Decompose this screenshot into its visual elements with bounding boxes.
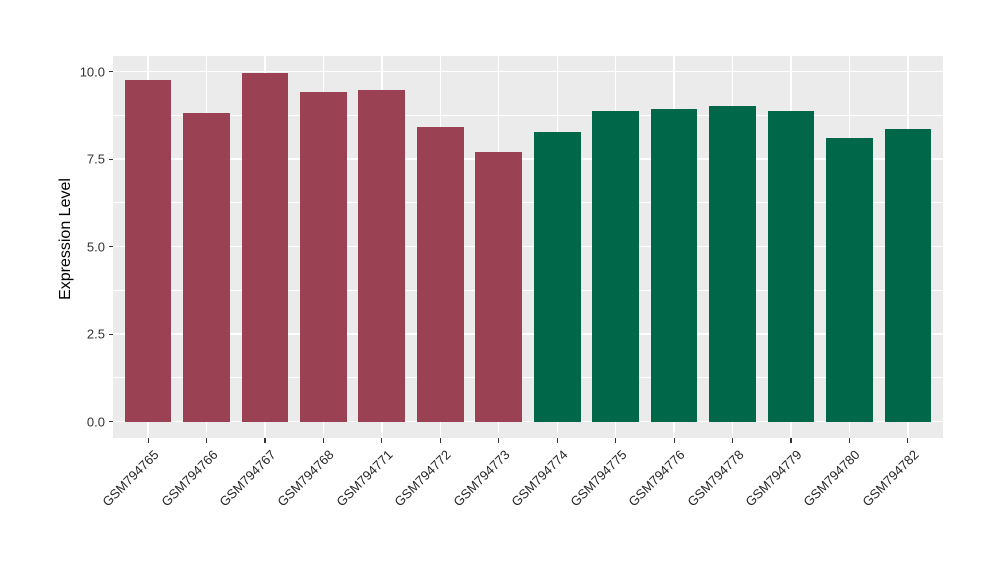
x-tick-mark xyxy=(205,438,208,443)
x-tick-label: GSM794766 xyxy=(157,447,221,510)
x-tick-label: GSM794773 xyxy=(450,447,513,510)
x-tick-mark xyxy=(264,438,266,443)
x-tick-mark xyxy=(907,438,909,443)
y-tick-mark xyxy=(108,71,113,73)
x-tick-label: GSM794778 xyxy=(683,447,747,510)
y-tick-label: 7.5 xyxy=(86,151,105,167)
bar-GSM794771 xyxy=(358,90,406,422)
minor-gridline xyxy=(113,377,943,379)
major-gridline xyxy=(113,420,943,423)
x-tick-label: GSM794775 xyxy=(567,447,630,510)
minor-gridline xyxy=(113,202,943,204)
plot-panel xyxy=(113,56,943,438)
bar-GSM794768 xyxy=(300,91,347,422)
x-tick-label: GSM794774 xyxy=(508,447,571,510)
x-tick-mark xyxy=(848,438,851,443)
x-tick-label: GSM794782 xyxy=(859,447,922,510)
y-tick-mark xyxy=(108,333,113,335)
bar-GSM794767 xyxy=(241,73,289,422)
x-tick-label: GSM794780 xyxy=(800,447,864,510)
x-tick-mark xyxy=(673,438,675,443)
x-tick-mark xyxy=(322,438,324,443)
y-tick-label: 10.0 xyxy=(79,64,105,79)
x-tick-label: GSM794768 xyxy=(274,447,338,510)
x-tick-label: GSM794771 xyxy=(333,447,396,510)
x-tick-mark xyxy=(615,438,617,443)
y-tick-label: 5.0 xyxy=(86,239,105,254)
bar-GSM794782 xyxy=(884,128,932,422)
y-tick-mark xyxy=(108,246,113,248)
x-tick-label: GSM794776 xyxy=(625,447,688,510)
bar-GSM794776 xyxy=(650,108,698,422)
y-tick-label: 2.5 xyxy=(86,326,105,342)
bar-GSM794774 xyxy=(533,131,581,422)
y-tick-mark xyxy=(108,421,113,423)
x-tick-mark xyxy=(381,438,383,443)
bar-GSM794779 xyxy=(767,111,815,422)
minor-gridline xyxy=(113,289,943,291)
bar-GSM794775 xyxy=(592,111,640,422)
y-tick-mark xyxy=(108,158,113,160)
bar-GSM794773 xyxy=(475,151,523,422)
x-tick-mark xyxy=(556,438,558,443)
bar-GSM794766 xyxy=(183,113,230,422)
x-tick-label: GSM794772 xyxy=(391,447,454,510)
major-gridline xyxy=(113,245,943,248)
minor-gridline xyxy=(113,114,943,116)
x-tick-label: GSM794765 xyxy=(99,447,162,510)
y-axis-title: Expression Level xyxy=(57,178,74,300)
x-tick-mark xyxy=(790,438,792,443)
x-tick-label: GSM794767 xyxy=(216,447,279,510)
x-tick-mark xyxy=(498,438,500,443)
x-tick-mark xyxy=(147,438,149,443)
major-gridline xyxy=(113,158,943,160)
bar-GSM794772 xyxy=(416,127,464,422)
bar-GSM794778 xyxy=(709,105,756,422)
x-tick-mark xyxy=(732,438,734,443)
x-tick-mark xyxy=(439,438,441,443)
y-tick-label: 0.0 xyxy=(86,414,105,429)
bar-GSM794765 xyxy=(124,79,172,422)
major-gridline xyxy=(113,70,943,73)
bar-GSM794780 xyxy=(826,138,873,422)
major-gridline xyxy=(113,333,943,335)
x-tick-label: GSM794779 xyxy=(742,447,805,510)
